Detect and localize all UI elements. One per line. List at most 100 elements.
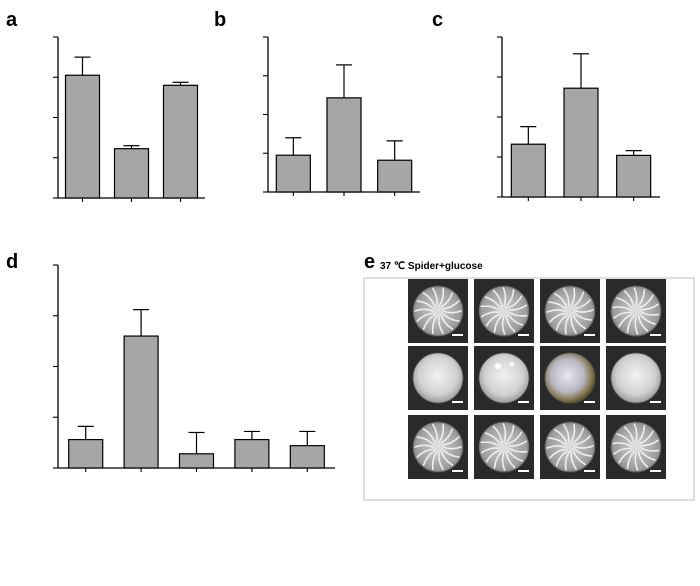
colony-wrinkle xyxy=(507,449,524,462)
colony-1-0 xyxy=(408,346,468,410)
colony-wrinkle xyxy=(505,425,515,444)
colony-1-3 xyxy=(606,346,666,410)
bar-1 xyxy=(113,148,150,199)
colony-wrinkle xyxy=(548,448,567,459)
colony-wrinkle xyxy=(637,424,646,444)
colony-wrinkle xyxy=(626,314,635,334)
colony-center xyxy=(433,442,443,452)
colony-wrinkle xyxy=(438,315,444,335)
colony-2-3 xyxy=(606,415,666,479)
colony-wrinkle xyxy=(441,448,460,458)
colony-wrinkle xyxy=(613,447,633,455)
panel-label-b: b xyxy=(214,9,226,31)
colony-wrinkle xyxy=(416,448,435,458)
colony-wrinkle xyxy=(638,294,654,309)
colony-wrinkle xyxy=(618,449,634,464)
colony-wrinkle xyxy=(438,423,445,443)
colony-wrinkle xyxy=(616,433,633,445)
chart-fluorescence-b xyxy=(263,36,420,196)
colony-wrinkle xyxy=(505,289,515,308)
colony-wrinkle xyxy=(422,292,436,308)
colony-wrinkle xyxy=(639,439,659,447)
colony-center xyxy=(499,442,509,452)
colony-wrinkle xyxy=(441,436,460,446)
colony-wrinkle xyxy=(508,447,528,453)
colony-wrinkle xyxy=(414,308,434,312)
colony-disc xyxy=(412,352,464,404)
colony-wrinkle xyxy=(638,430,654,445)
colony-wrinkle xyxy=(492,289,503,308)
colony-wrinkle xyxy=(431,451,438,471)
colony-wrinkle xyxy=(485,313,501,327)
colony-wrinkle xyxy=(564,451,570,471)
bar-4 xyxy=(289,445,325,469)
colony-wrinkle xyxy=(554,292,568,309)
panel-label-c: c xyxy=(432,9,443,31)
colony-wrinkle xyxy=(618,313,634,328)
colony-wrinkle xyxy=(480,311,500,318)
colony-wrinkle xyxy=(573,435,592,446)
colony-wrinkle xyxy=(493,314,503,333)
colony-wrinkle xyxy=(501,315,506,335)
colony-wrinkle xyxy=(546,445,566,449)
colony-wrinkle xyxy=(574,309,594,313)
colony-wrinkle xyxy=(440,314,454,330)
panel-label-e: e xyxy=(364,251,375,273)
colony-wrinkle xyxy=(572,427,585,444)
colony-wrinkle xyxy=(555,314,568,331)
colony-wrinkle xyxy=(613,311,633,319)
colony-wrinkle xyxy=(507,313,524,326)
colony-wrinkle xyxy=(548,301,567,310)
colony-disc xyxy=(544,352,596,404)
colony-wrinkle xyxy=(484,296,501,309)
colony-wrinkle xyxy=(548,312,567,323)
colony-wrinkle xyxy=(422,428,436,444)
chart-mito-ros xyxy=(497,36,660,201)
colony-wrinkle xyxy=(640,446,660,452)
colony-wrinkle xyxy=(639,449,656,461)
colony-wrinkle xyxy=(639,303,659,311)
colony-1-1 xyxy=(474,346,534,410)
colony-0-2 xyxy=(540,279,600,343)
colony-wrinkle xyxy=(440,292,454,308)
colony-wrinkle xyxy=(414,444,434,448)
colony-wrinkle xyxy=(416,436,435,446)
colony-wrinkle xyxy=(570,315,578,334)
colony-wrinkle xyxy=(612,306,632,312)
colony-wrinkle xyxy=(555,450,568,467)
colony-wrinkle xyxy=(564,315,570,335)
colony-wrinkle xyxy=(546,309,566,313)
colony-center xyxy=(631,306,641,316)
colony-wrinkle xyxy=(484,432,501,445)
colony-wrinkle xyxy=(573,312,592,321)
colony-wrinkle xyxy=(442,446,462,450)
panel-label-d: d xyxy=(6,251,18,273)
colony-2-1 xyxy=(474,415,534,479)
colony-wrinkle xyxy=(422,450,436,466)
colony-wrinkle xyxy=(502,287,507,307)
colony-wrinkle xyxy=(508,304,528,311)
chart-fluorescence-d xyxy=(53,264,335,472)
colony-wrinkle xyxy=(416,312,435,322)
chart-atp-concentration xyxy=(53,36,205,202)
colony-1-2 xyxy=(540,346,600,410)
colony-center xyxy=(433,306,443,316)
colony-wrinkle xyxy=(502,423,507,443)
colony-wrinkle xyxy=(480,305,500,311)
colony-wrinkle xyxy=(480,441,500,447)
colony-wrinkle xyxy=(441,312,460,322)
colony-wrinkle xyxy=(633,423,638,443)
colony-wrinkle xyxy=(570,287,576,307)
colony-wrinkle xyxy=(640,310,660,316)
bar-1 xyxy=(326,97,362,193)
colony-wrinkle xyxy=(548,437,567,446)
bar-3 xyxy=(234,438,270,469)
colony-center xyxy=(565,442,575,452)
colony-disc xyxy=(610,352,662,404)
colony-wrinkle xyxy=(507,295,523,309)
colony-wrinkle xyxy=(570,423,576,443)
colony-wrinkle xyxy=(440,428,454,444)
colony-0-0 xyxy=(408,279,468,343)
colony-center xyxy=(565,306,575,316)
